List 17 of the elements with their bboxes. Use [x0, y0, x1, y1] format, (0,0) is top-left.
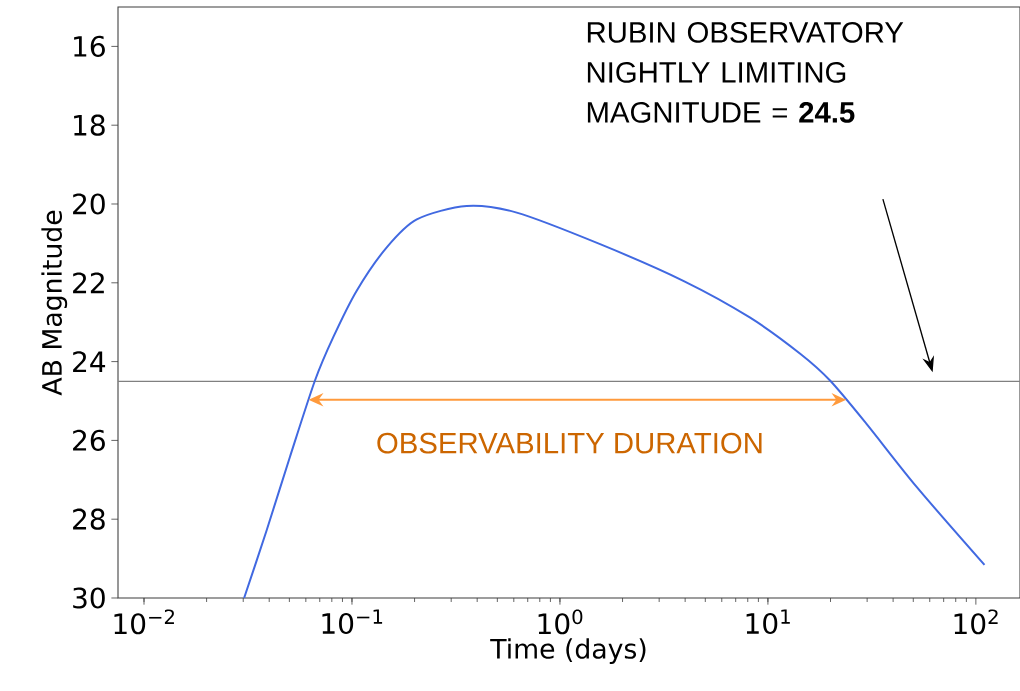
x-tick-label: 10$^{−2}$	[114, 609, 174, 635]
x-tick-label: 10$^{0}$	[538, 609, 583, 635]
x-axis-title: Time (days)	[490, 638, 646, 664]
y-tick-label: 18	[74, 114, 105, 136]
y-tick-label: 22	[73, 272, 104, 294]
x-tick-label: 10$^{2}$	[954, 609, 998, 635]
x-tick-label: 10$^{1}$	[746, 609, 790, 635]
y-tick-label: 26	[73, 429, 105, 451]
y-tick-label: 16	[74, 35, 105, 57]
y-tick-label: 20	[73, 193, 105, 215]
annotation: OBSERVABILITY DURATION	[377, 432, 762, 454]
y-axis-title: AB Magnitude	[41, 210, 68, 396]
y-tick-label: 28	[73, 508, 105, 530]
y-tick-label: 30	[73, 587, 105, 609]
x-tick-label: 10$^{−1}$	[322, 609, 383, 635]
y-tick-label: 24	[73, 351, 106, 372]
annotation: RUBIN OBSERVATORY NIGHTLY LIMITING MAGNITUDE = 24.5	[587, 22, 904, 123]
